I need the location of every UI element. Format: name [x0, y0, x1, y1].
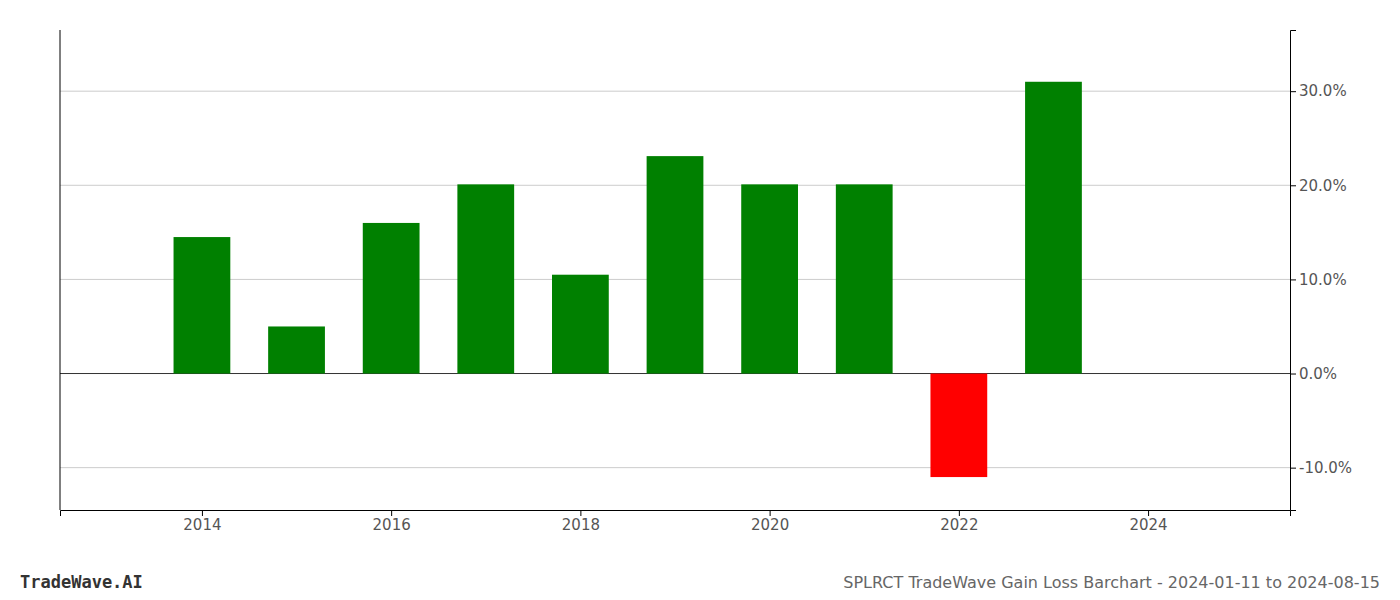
tick-label: 2020: [751, 516, 789, 534]
tick-label: 2022: [940, 516, 978, 534]
tick-label: 2016: [373, 516, 411, 534]
y-axis: -10.0% 0.0% 10.0% 20.0% 30.0%: [1290, 31, 1352, 511]
tick-label: -10.0%: [1299, 459, 1352, 477]
tick: 2018: [562, 510, 600, 534]
grid: [60, 91, 1290, 467]
grid-line: [60, 467, 1290, 468]
bar: [741, 184, 798, 373]
bar: [552, 275, 609, 374]
tick-label: 10.0%: [1299, 271, 1347, 289]
axis-line: [1291, 31, 1297, 511]
tick-label: 0.0%: [1299, 365, 1337, 383]
title: SPLRCT TradeWave Gain Loss Barchart - 20…: [843, 573, 1380, 592]
tick: 30.0%: [1290, 82, 1347, 100]
axis-line: [61, 511, 1291, 517]
tick: 2020: [751, 510, 789, 534]
tick: -10.0%: [1290, 459, 1352, 477]
bar: [1025, 82, 1082, 374]
tick: 2022: [940, 510, 978, 534]
tick: 0.0%: [1290, 365, 1337, 383]
tick-label: 20.0%: [1299, 177, 1347, 195]
tick-mark: [1290, 91, 1296, 92]
bar: [836, 184, 893, 373]
grid-line: [60, 91, 1290, 92]
tick-mark: [1290, 468, 1296, 469]
tick-mark: [1290, 185, 1296, 186]
tick-mark: [1290, 279, 1296, 280]
tick: 20.0%: [1290, 177, 1347, 195]
bars: [174, 82, 1082, 477]
bar: [174, 237, 231, 373]
tick-mark: [1290, 374, 1296, 375]
chart: 2014 2016 2018 2020 2022 2024 -10.0% 0.0% 10.0% 2…: [0, 0, 1400, 600]
plot: 2014 2016 2018 2020 2022 2024 -10.0% 0.0% 10.0% 2…: [60, 30, 1352, 534]
bar: [647, 156, 704, 373]
tick: 2014: [183, 510, 221, 534]
tick-label: 2024: [1129, 516, 1167, 534]
tick-label: 2018: [562, 516, 600, 534]
tick-label: 30.0%: [1299, 82, 1347, 100]
tick: 2024: [1129, 510, 1167, 534]
x-axis: 2014 2016 2018 2020 2022 2024: [61, 510, 1291, 534]
bar: [930, 374, 987, 478]
watermark: TradeWave.AI: [20, 572, 143, 592]
tick: 10.0%: [1290, 271, 1347, 289]
tick: 2016: [373, 510, 411, 534]
axis-line: [60, 30, 61, 510]
tick-label: 2014: [183, 516, 221, 534]
bar: [363, 223, 420, 374]
bar: [268, 326, 325, 373]
bar: [457, 184, 514, 373]
